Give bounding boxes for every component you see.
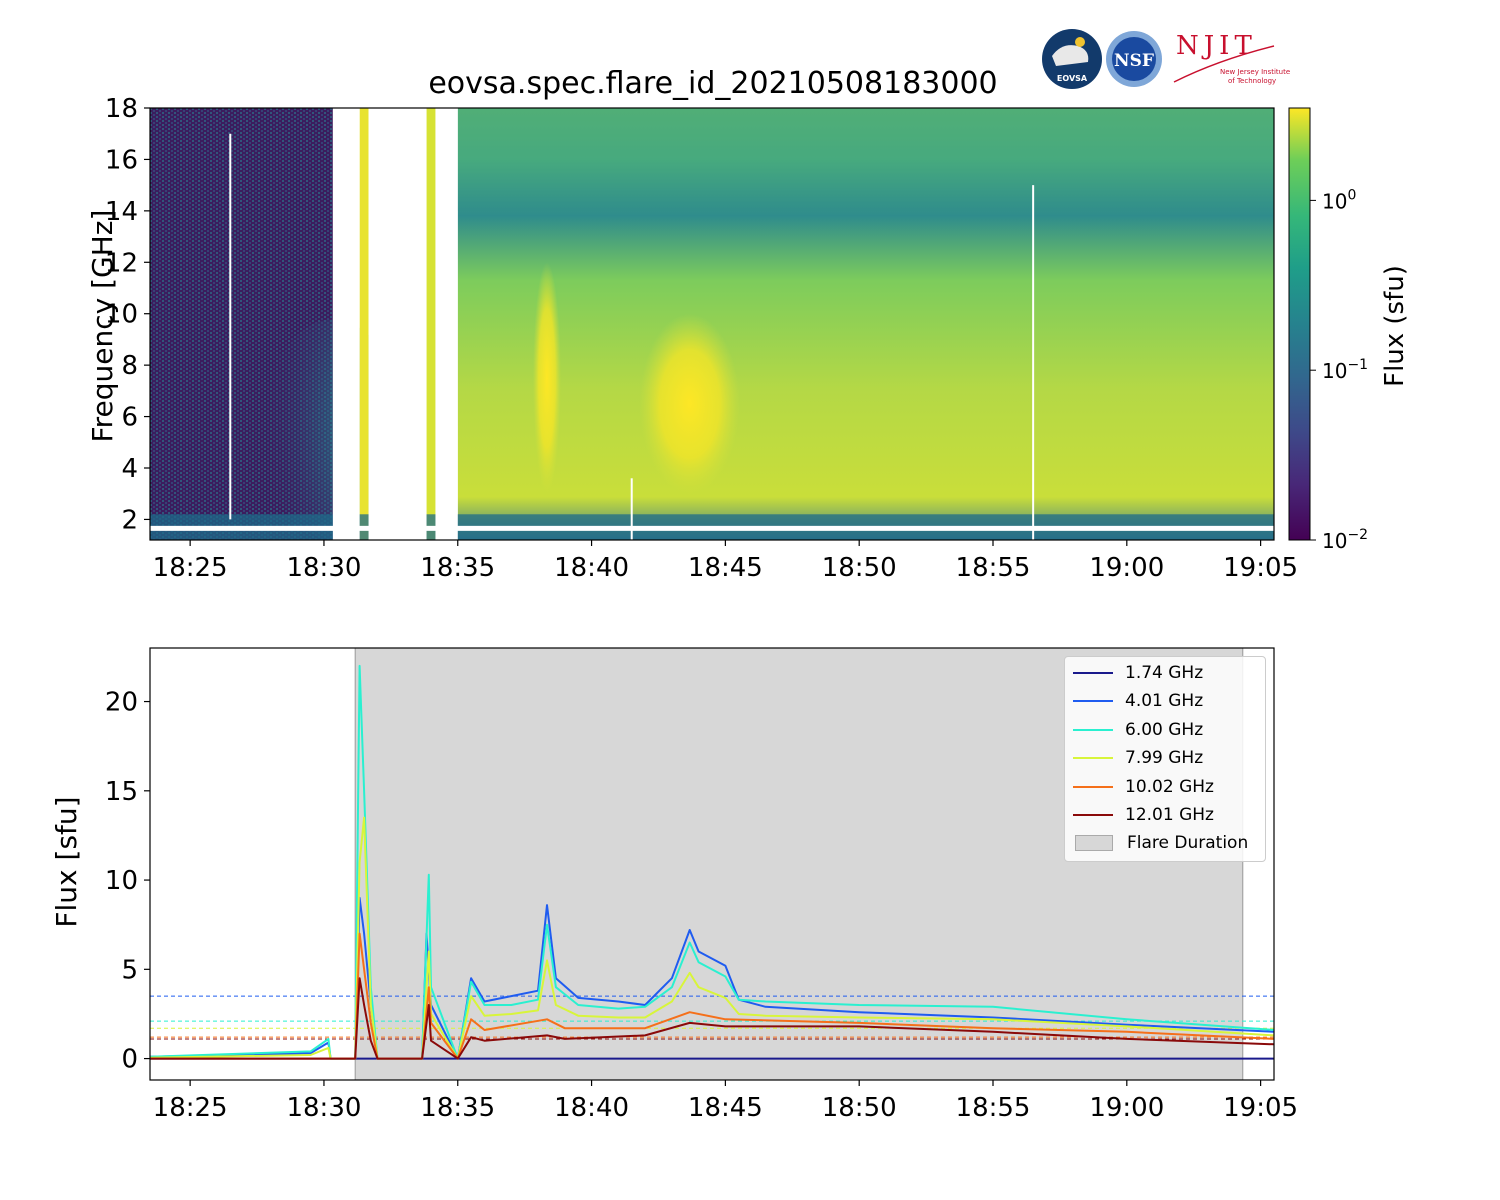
eovsa-logo: EOVSA: [1042, 29, 1102, 89]
nsf-logo: NSF: [1106, 31, 1162, 87]
x-tick-label: 18:55: [956, 1093, 1031, 1123]
legend-item: 12.01 GHz: [1073, 803, 1214, 827]
legend-item: 7.99 GHz: [1073, 746, 1203, 770]
x-tick-label: 18:30: [286, 553, 361, 583]
y-tick-label: 8: [121, 351, 138, 381]
legend-item: 10.02 GHz: [1073, 775, 1214, 799]
legend-swatch: [1073, 757, 1113, 759]
legend-swatch: [1073, 672, 1113, 674]
high-freq-band: [457, 108, 1274, 211]
x-tick-label: 19:00: [1089, 553, 1164, 583]
data-gap: [435, 108, 458, 540]
series-line: [149, 664, 1275, 1060]
institution-logos: EOVSA NSF NJIT New Jersey Institute of T…: [1038, 26, 1300, 92]
y-tick-label: 10: [105, 300, 138, 330]
x-tick-label: 18:30: [286, 1093, 361, 1123]
spectrogram-frame: [149, 107, 1275, 541]
x-tick-label: 18:45: [688, 1093, 763, 1123]
x-tick-label: 19:05: [1223, 553, 1298, 583]
y-tick-label: 4: [121, 454, 138, 484]
x-tick-label: 18:35: [420, 553, 495, 583]
x-tick-label: 18:50: [822, 1093, 897, 1123]
x-tick-label: 18:55: [956, 553, 1031, 583]
x-tick-label: 18:25: [153, 1093, 228, 1123]
legend-swatch: [1073, 700, 1113, 702]
lightcurve-frame: [149, 647, 1275, 1081]
x-tick-label: 18:40: [554, 553, 629, 583]
burst-strip: [359, 108, 369, 540]
njit-logo: NJIT New Jersey Institute of Technology: [1173, 31, 1290, 85]
y-tick-label: 2: [121, 505, 138, 535]
burst-feature: [532, 262, 561, 494]
y-tick-label: 15: [105, 777, 138, 807]
lightcurve-y-axis-label: Flux [sfu]: [50, 796, 83, 928]
x-tick-label: 18:45: [688, 553, 763, 583]
data-gap: [332, 108, 360, 540]
chart-title: eovsa.spec.flare_id_20210508183000: [428, 66, 998, 101]
colorbar-gradient: [1288, 107, 1311, 541]
legend-patch: [1075, 835, 1113, 851]
x-tick-label: 18:40: [554, 1093, 629, 1123]
svg-text:NSF: NSF: [1114, 51, 1154, 71]
y-tick-label: 18: [105, 94, 138, 124]
legend-item: Flare Duration: [1073, 831, 1248, 855]
series-line: [150, 977, 1275, 1060]
y-tick-label: 6: [121, 403, 138, 433]
burst-feature: [639, 313, 740, 494]
legend-swatch: [1073, 814, 1113, 816]
y-tick-label: 0: [121, 1045, 138, 1075]
x-tick-label: 19:00: [1089, 1093, 1164, 1123]
legend-swatch: [1073, 786, 1113, 788]
series-line: [149, 816, 1275, 1060]
flare-region: [457, 108, 1274, 540]
data-gap: [368, 108, 427, 540]
spectrogram-chart: 2 4 6 8 10 12 14 16 18 18:25 18:30 18:35 18:40 18:45 1…: [105, 94, 1368, 583]
svg-text:of Technology: of Technology: [1228, 77, 1276, 85]
lightcurve-axes: 0 5 10 15 20 18:25 18:30 18:35 18:40 18:45 18:50 18…: [105, 647, 1298, 1123]
y-tick-label: 10: [105, 866, 138, 896]
legend-swatch: [1073, 729, 1113, 731]
x-tick-label: 18:50: [822, 553, 897, 583]
spectrogram-axes: 2 4 6 8 10 12 14 16 18 18:25 18:30 18:35 18:40 18:45 1…: [105, 94, 1298, 583]
y-tick-label: 12: [105, 248, 138, 278]
svg-text:New Jersey Institute: New Jersey Institute: [1220, 68, 1290, 76]
x-tick-label: 18:25: [153, 553, 228, 583]
y-tick-label: 5: [121, 955, 138, 985]
legend-item: 4.01 GHz: [1073, 689, 1203, 713]
x-tick-label: 19:05: [1223, 1093, 1298, 1123]
legend-item: 1.74 GHz: [1073, 661, 1203, 685]
y-tick-label: 14: [105, 197, 138, 227]
y-tick-label: 20: [105, 688, 138, 718]
chart-legend: 1.74 GHz 4.01 GHz 6.00 GHz 7.99 GHz 10.0…: [1064, 656, 1266, 862]
burst-strip: [426, 108, 436, 540]
series-line: [150, 932, 1275, 1060]
spectrogram-image: [150, 108, 1274, 540]
svg-text:EOVSA: EOVSA: [1057, 74, 1088, 83]
rfi-band: [150, 525, 1274, 531]
x-tick-label: 18:35: [420, 1093, 495, 1123]
legend-item: 6.00 GHz: [1073, 718, 1203, 742]
y-tick-label: 16: [105, 145, 138, 175]
